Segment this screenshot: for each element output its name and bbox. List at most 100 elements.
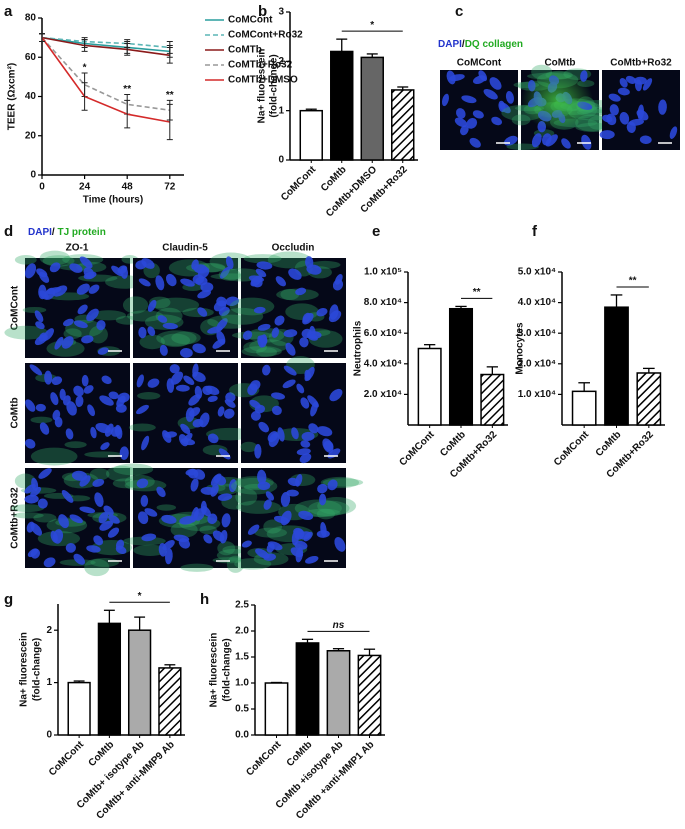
y-axis-label: (fold-change) — [222, 638, 233, 701]
nucleus — [71, 470, 88, 481]
nucleus — [446, 70, 456, 85]
nucleus — [294, 540, 308, 550]
y-tick-label: 60 — [25, 52, 37, 63]
tj-signal — [39, 250, 71, 266]
nucleus — [69, 514, 83, 524]
nucleus — [25, 399, 36, 412]
collagen-glow — [521, 70, 593, 130]
tj-signal — [263, 519, 283, 534]
nucleus — [249, 380, 261, 391]
nucleus — [531, 133, 542, 148]
y-tick-label: 80 — [25, 13, 37, 24]
nucleus — [287, 477, 300, 487]
nucleus — [90, 426, 97, 439]
tj-signal — [152, 297, 200, 313]
nucleus — [73, 320, 88, 329]
bar — [571, 390, 597, 426]
stain-title-part: DAPI — [438, 39, 462, 50]
nucleus — [77, 304, 88, 315]
nucleus — [300, 440, 311, 448]
significance-label: ** — [473, 287, 481, 298]
nucleus — [62, 395, 71, 406]
nucleus — [606, 113, 617, 126]
nucleus — [136, 374, 144, 388]
x-tick-label: 72 — [164, 182, 176, 193]
nucleus — [30, 522, 43, 536]
y-axis-label: Neutrophils — [353, 320, 364, 376]
nucleus — [266, 542, 275, 553]
nucleus — [141, 435, 150, 451]
tj-signal — [89, 325, 108, 344]
y-axis-label: Na+ fluorescein — [209, 633, 220, 708]
nucleus — [608, 93, 621, 102]
nucleus — [283, 365, 297, 376]
nucleus — [192, 363, 199, 377]
nucleus — [257, 323, 271, 331]
nucleus — [107, 527, 120, 538]
tj-signal — [170, 521, 198, 538]
y-tick-label: 1 — [46, 677, 52, 688]
tj-signal — [226, 555, 245, 573]
nucleus — [295, 547, 304, 563]
bar — [480, 373, 505, 426]
y-tick-label: 2.0 x10⁴ — [518, 358, 556, 369]
tj-signal — [221, 307, 264, 325]
nucleus — [545, 134, 558, 147]
bar — [127, 629, 152, 736]
y-tick-label: 1.5 — [235, 652, 249, 663]
y-tick-label: 2.0 x10⁴ — [364, 389, 402, 400]
nucleus — [454, 117, 468, 128]
nucleus — [257, 469, 267, 485]
tj-signal — [139, 334, 165, 350]
nucleus — [81, 374, 89, 387]
bar — [391, 89, 415, 161]
bar — [636, 372, 662, 426]
nucleus — [50, 392, 59, 406]
nucleus — [173, 534, 190, 542]
y-axis-label: Monocytes — [515, 322, 526, 375]
nucleus — [65, 542, 76, 553]
legend-label: CoMTb+DMSO — [228, 75, 298, 86]
nucleus — [303, 531, 313, 542]
panel-letter: h — [200, 591, 209, 608]
y-tick-label: 0.5 — [235, 704, 249, 715]
y-tick-label: 1.0 x10⁵ — [364, 267, 402, 278]
nucleus — [295, 287, 307, 296]
nucleus — [241, 540, 252, 548]
bar — [360, 56, 384, 161]
micrograph — [220, 251, 346, 358]
nucleus — [262, 364, 271, 376]
nucleus — [147, 378, 160, 388]
nucleus — [633, 76, 647, 85]
nucleus — [207, 326, 223, 334]
nucleus — [277, 427, 285, 442]
nucleus — [642, 78, 653, 91]
tj-signal — [137, 392, 161, 400]
tj-signal — [235, 488, 258, 506]
nucleus — [54, 336, 64, 350]
error-bar — [81, 39, 88, 52]
micrograph — [128, 363, 254, 463]
nucleus — [472, 110, 484, 119]
tj-signal — [212, 557, 246, 564]
x-tick-label: CoMtb — [438, 429, 468, 459]
series-line — [41, 36, 170, 53]
nucleus — [320, 522, 327, 537]
nucleus — [271, 392, 286, 400]
series-line — [41, 36, 170, 57]
nucleus — [267, 431, 279, 443]
y-tick-label: 40 — [25, 91, 37, 102]
nucleus — [73, 385, 84, 397]
stain-title-part: DQ collagen — [465, 39, 523, 50]
significance-label: ** — [629, 276, 637, 287]
y-axis-label: (fold-change) — [269, 54, 280, 117]
nucleus — [250, 410, 261, 421]
nucleus — [101, 375, 112, 385]
nucleus — [166, 378, 175, 393]
nucleus — [305, 555, 319, 564]
nucleus — [658, 99, 667, 115]
nucleus — [65, 428, 74, 440]
significance-label: * — [83, 63, 87, 74]
nucleus — [137, 511, 149, 525]
